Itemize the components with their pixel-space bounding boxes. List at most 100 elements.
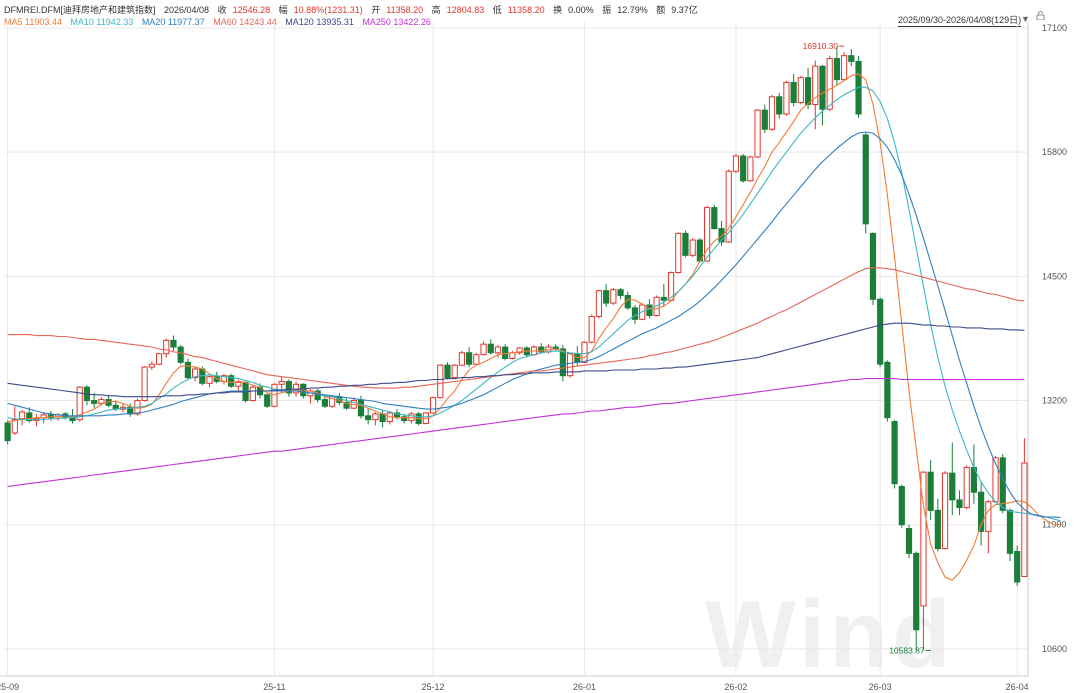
- candle-down: [538, 346, 545, 353]
- candle-up: [841, 55, 848, 81]
- candle-up: [985, 501, 992, 532]
- max-price-label: 16910.30: [803, 41, 839, 51]
- low-label: 低: [492, 5, 502, 15]
- change-value: 10.88%(1231.31): [293, 5, 363, 15]
- change-label: 幅: [278, 5, 288, 15]
- candle-down: [170, 339, 177, 348]
- y-tick-label: 10600: [1042, 644, 1067, 654]
- candle-down: [927, 471, 934, 511]
- ma10-line: [7, 86, 1061, 522]
- candle-up: [480, 343, 487, 356]
- candle-up: [588, 315, 595, 343]
- candle-up: [754, 109, 761, 158]
- candle-up: [235, 381, 242, 387]
- candle-down: [913, 552, 920, 631]
- candle-up: [812, 65, 819, 105]
- candle-down: [711, 207, 718, 230]
- ma250-legend: MA250 13422.26: [362, 17, 431, 27]
- candle-down: [228, 375, 235, 387]
- high-value: 12804.83: [446, 5, 485, 15]
- candle-down: [862, 134, 869, 225]
- ma20-line: [7, 131, 1061, 518]
- candle-up: [76, 386, 83, 421]
- candle-down: [978, 491, 985, 532]
- quote-info-bar: DFMREI.DFM[迪拜房地产和建筑指数] 2026/04/08 收 12546…: [4, 3, 704, 16]
- candle-down: [321, 399, 328, 407]
- x-tick-label: 25-11: [263, 682, 285, 692]
- candle-down: [884, 361, 891, 419]
- candle-up: [920, 471, 927, 607]
- candle-down: [559, 348, 566, 377]
- date-range-selector[interactable]: 2025/09/30-2026/04/08(129日): [898, 15, 1022, 27]
- candle-up: [98, 399, 105, 404]
- open-label: 开: [371, 5, 381, 15]
- candle-up: [704, 207, 711, 262]
- candle-up: [595, 290, 603, 317]
- ma-legend: MA5 11903.44 MA10 11942.33 MA20 11977.37…: [4, 17, 437, 27]
- candle-down: [487, 343, 494, 354]
- candle-up: [747, 156, 754, 182]
- candle-down: [264, 394, 271, 407]
- lock-icon[interactable]: [1036, 11, 1045, 20]
- candle-down: [1014, 550, 1021, 583]
- amount-value: 9.37亿: [671, 5, 698, 15]
- x-tick-label: 26-04: [1006, 682, 1029, 692]
- y-tick-label: 13200: [1042, 396, 1067, 406]
- turnover-label: 换: [553, 5, 563, 15]
- candle-up: [206, 376, 213, 384]
- x-tick-label: 26-03: [869, 682, 892, 692]
- candle-up: [11, 419, 18, 434]
- watermark: Wind: [705, 581, 955, 688]
- low-value: 11358.20: [507, 5, 545, 15]
- candle-down: [790, 81, 797, 104]
- candle-down: [869, 232, 877, 300]
- candle-down: [898, 486, 905, 526]
- candle-up: [689, 239, 696, 256]
- candle-down: [4, 422, 11, 442]
- candle-up: [581, 341, 588, 363]
- index-name: DFMREI.DFM[迪拜房地产和建筑指数]: [4, 5, 156, 15]
- candle-down: [1006, 509, 1014, 554]
- candle-down: [603, 290, 610, 304]
- candle-up: [732, 155, 740, 172]
- x-tick-label: 25-09: [0, 682, 19, 692]
- candle-down: [466, 352, 473, 365]
- candle-up: [148, 363, 155, 368]
- candle-down: [617, 289, 624, 296]
- ma120-legend: MA120 13935.31: [285, 17, 354, 27]
- candle-down: [184, 361, 191, 379]
- candle-down: [502, 346, 509, 360]
- candle-up: [509, 352, 516, 360]
- close-value: 12546.28: [232, 5, 271, 15]
- candle-up: [18, 411, 26, 420]
- y-tick-label: 17100: [1042, 23, 1067, 33]
- ma250-line: [7, 378, 1025, 488]
- close-label: 收: [217, 5, 227, 15]
- candle-up: [516, 347, 523, 354]
- triangle-down-icon[interactable]: ▼: [1021, 14, 1030, 24]
- high-label: 高: [431, 5, 441, 15]
- candle-up: [783, 81, 790, 115]
- candle-up: [429, 397, 437, 414]
- y-tick-label: 15800: [1042, 147, 1067, 157]
- ma5-legend: MA5 11903.44: [4, 17, 62, 27]
- ma60-legend: MA60 14243.44: [213, 17, 277, 27]
- candle-up: [725, 170, 732, 243]
- candle-up: [437, 364, 444, 399]
- candle-down: [365, 415, 372, 421]
- candle-up: [192, 368, 199, 379]
- amplitude-value: 12.79%: [617, 5, 648, 15]
- y-tick-label: 14500: [1042, 271, 1067, 281]
- candle-down: [26, 412, 33, 422]
- candle-down: [740, 155, 747, 182]
- min-price-label: 10583.87: [889, 645, 925, 655]
- candle-down: [848, 55, 855, 62]
- candle-up: [494, 346, 502, 354]
- candle-up: [941, 472, 949, 550]
- candle-up: [278, 380, 285, 385]
- candle-up: [826, 58, 833, 110]
- candle-down: [934, 509, 941, 550]
- candle-up: [163, 339, 170, 355]
- candle-down: [877, 298, 884, 365]
- candle-down: [177, 346, 184, 363]
